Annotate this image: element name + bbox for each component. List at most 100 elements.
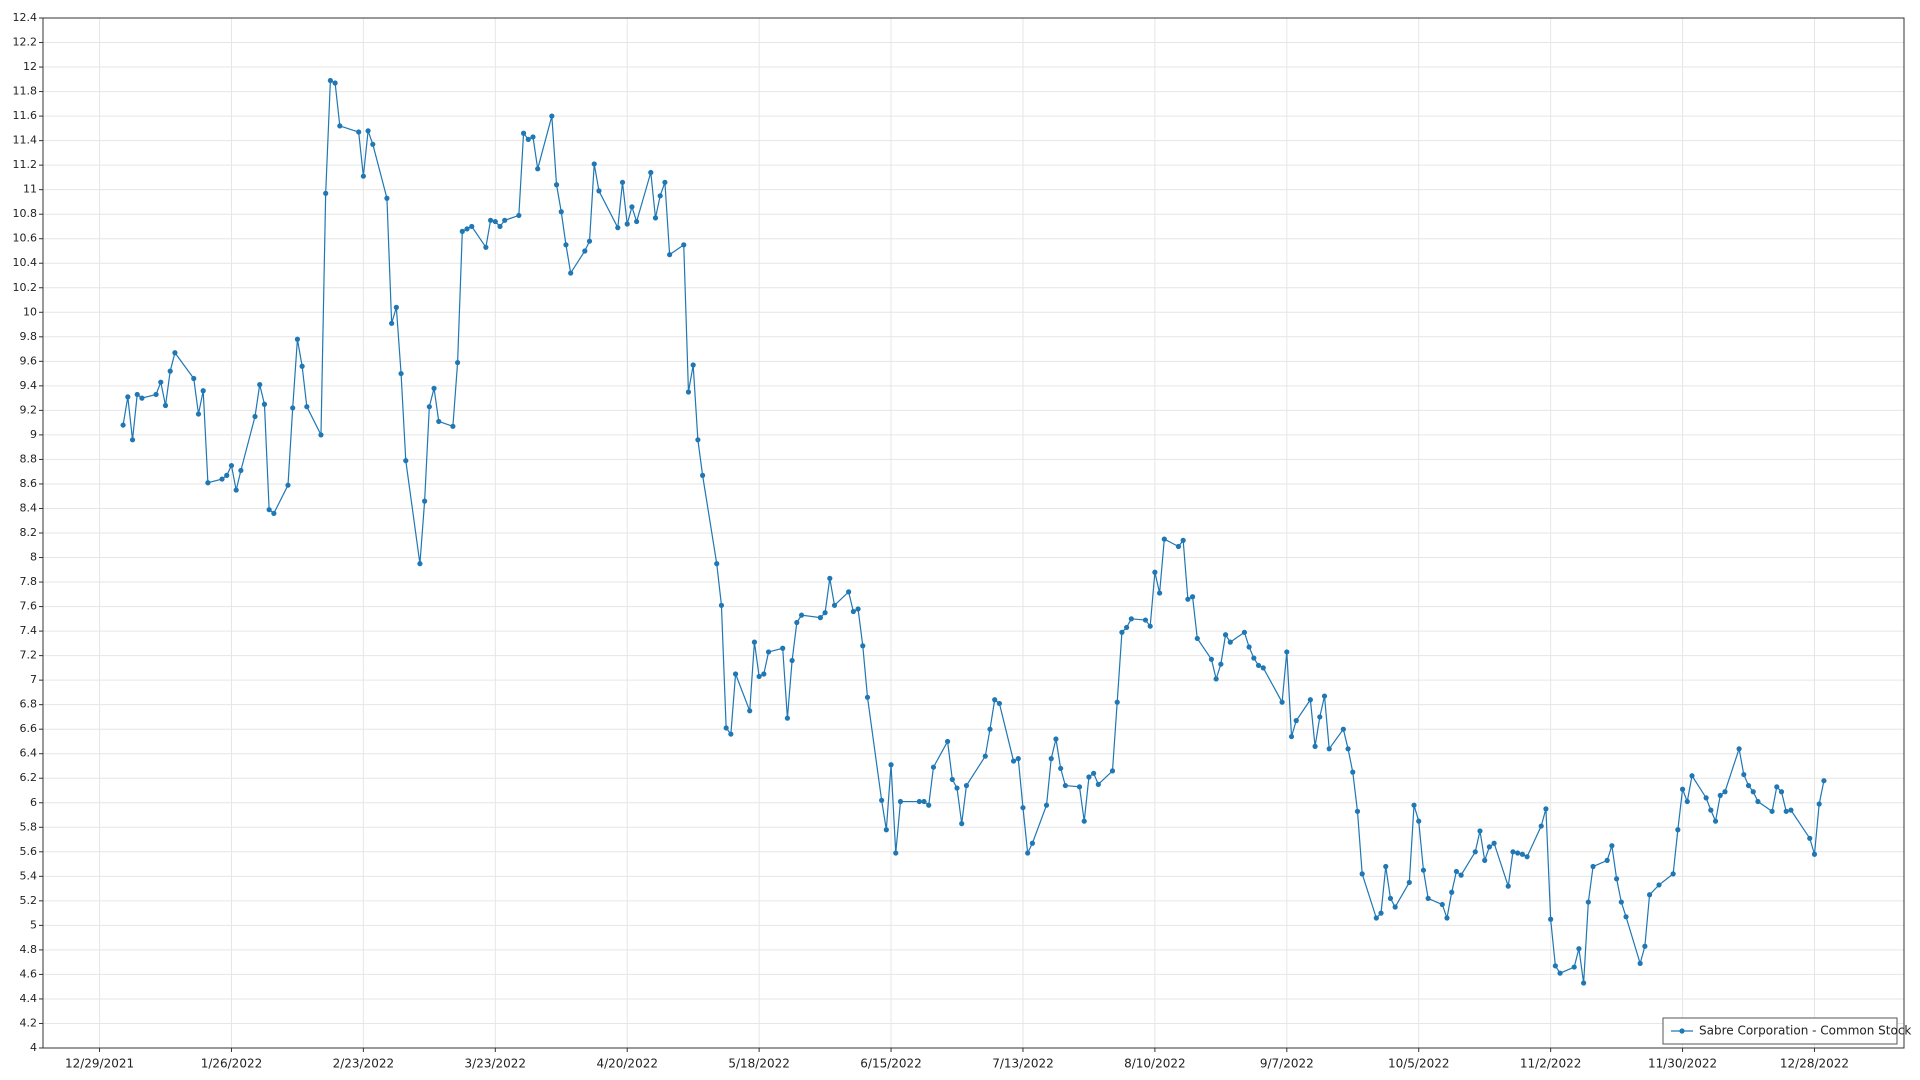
y-tick-label: 6.6 [20,722,38,735]
data-point [1543,806,1549,812]
y-tick-label: 9.2 [20,403,38,416]
legend-marker [1679,1028,1685,1034]
data-point [883,827,889,833]
data-point [921,798,927,805]
data-point [337,123,343,129]
data-point [1722,789,1728,795]
data-point [1552,963,1558,969]
data-point [464,226,470,232]
data-point [1548,916,1554,922]
data-point [492,218,498,225]
data-point [662,179,668,185]
data-point [1420,867,1427,873]
data-point [1317,714,1323,720]
data-point [1717,792,1723,799]
data-point [1788,807,1794,813]
data-point [1646,892,1653,898]
data-point [1614,876,1620,882]
data-point [327,77,333,84]
data-point [629,204,635,210]
data-point [455,359,461,366]
data-point [219,476,225,482]
data-point [1279,699,1285,705]
data-point [916,798,922,805]
data-point [1609,843,1615,849]
data-point [1189,594,1196,600]
data-point [1519,851,1525,857]
x-tick-label: 11/2/2022 [1520,1057,1582,1071]
data-point [1449,889,1455,895]
data-point [233,487,239,493]
data-point [535,166,541,172]
y-tick-label: 10.6 [13,232,38,245]
data-point [1406,879,1412,886]
data-point [615,225,621,231]
data-point [1689,773,1695,779]
data-point [120,422,126,428]
data-point [897,798,904,805]
data-point [1590,863,1596,870]
data-point [695,437,701,443]
data-point [879,797,885,803]
data-point [1684,798,1690,805]
data-point [1157,590,1163,596]
data-point [1208,656,1215,662]
legend: Sabre Corporation - Common Stock [1662,1017,1911,1045]
data-point [1359,871,1365,877]
data-point [1350,769,1356,775]
y-tick-label: 4.4 [20,992,38,1005]
y-tick-label: 10 [23,305,37,318]
data-point [304,404,310,410]
data-point [1053,736,1059,742]
data-point [1811,851,1818,857]
data-point [1411,802,1417,808]
data-point [1373,915,1379,921]
data-point [389,320,395,326]
y-tick-label: 8.6 [20,477,38,490]
data-point [1345,746,1351,752]
data-point [469,223,475,230]
y-tick-label: 12 [23,60,37,73]
data-point [487,217,494,223]
legend-box [1662,1017,1898,1045]
data-point [370,141,376,147]
y-tick-label: 6 [30,796,37,809]
data-point [1604,857,1610,863]
data-point [1218,661,1224,667]
x-tick-label: 6/15/2022 [860,1057,922,1071]
data-point [963,782,970,789]
data-point [926,802,932,808]
data-point [1425,895,1431,902]
data-point [1585,899,1591,905]
x-tick-label: 10/5/2022 [1388,1057,1450,1071]
y-tick-label: 9.6 [20,354,38,367]
data-point [827,575,833,581]
y-tick-label: 9.8 [20,330,38,343]
x-tick-label: 4/20/2022 [596,1057,658,1071]
data-point [1147,623,1153,629]
data-point [1387,895,1394,902]
data-point [1048,756,1054,762]
data-point [1076,784,1083,790]
y-tick-label: 4.2 [20,1016,38,1029]
data-point [1524,854,1530,860]
data-point [436,418,442,425]
data-point [634,218,640,225]
data-point [765,649,772,655]
data-point [855,606,861,612]
data-point [1576,946,1582,952]
y-tick-label: 5.8 [20,820,38,833]
y-tick-label: 6.2 [20,771,38,784]
data-point [563,242,569,248]
data-point [699,472,706,478]
data-point [1486,844,1492,850]
data-point [1439,901,1445,908]
data-point [888,762,894,768]
data-point [1538,823,1544,829]
data-point [732,671,739,677]
data-point [393,304,399,310]
data-point [360,173,366,179]
y-tick-label: 5.4 [20,869,38,882]
data-point [195,411,202,417]
data-point [1180,537,1186,543]
